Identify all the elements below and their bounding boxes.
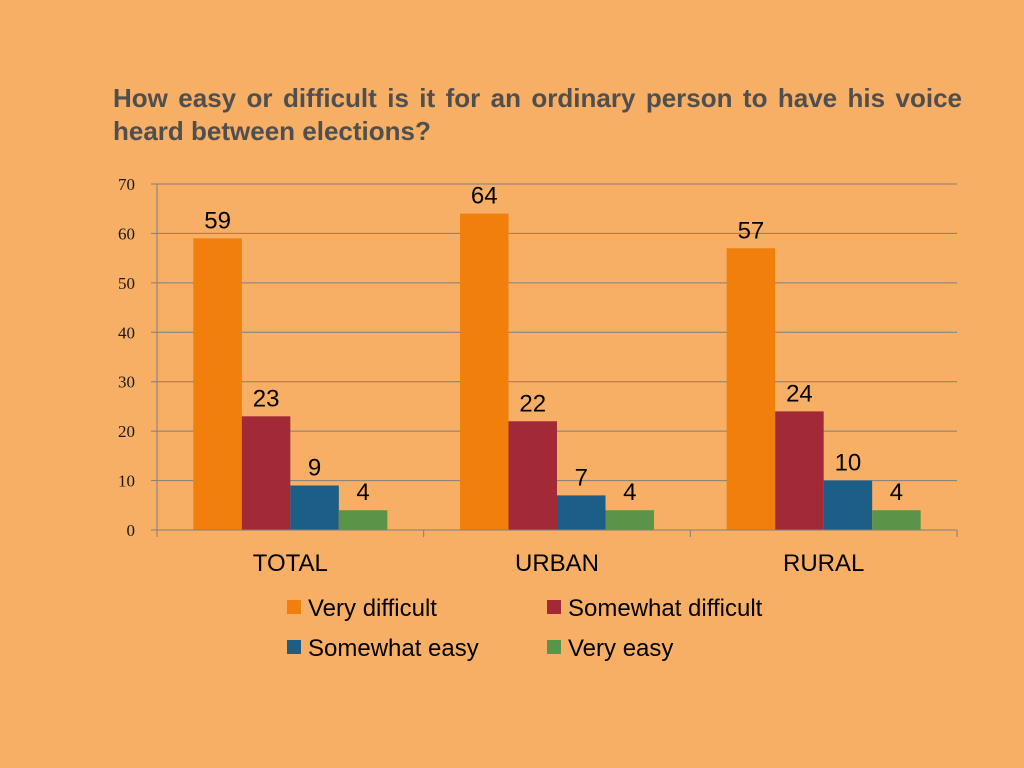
bar xyxy=(557,495,606,530)
bar xyxy=(193,238,242,530)
legend-swatch xyxy=(547,640,561,654)
data-label: 4 xyxy=(623,479,636,506)
bars xyxy=(193,213,921,530)
bar xyxy=(508,421,557,530)
legend-swatch xyxy=(547,600,561,614)
y-tick-label: 70 xyxy=(118,175,135,194)
data-label: 64 xyxy=(471,183,498,210)
legend-swatch xyxy=(287,600,301,614)
data-label: 57 xyxy=(738,217,765,244)
data-label: 4 xyxy=(356,479,369,506)
legend-label: Somewhat difficult xyxy=(568,595,763,622)
data-label: 24 xyxy=(786,380,813,407)
gridlines xyxy=(157,183,957,482)
legend: Very difficult Somewhat difficult Somewhat… xyxy=(287,595,763,662)
legend-label: Somewhat easy xyxy=(308,635,479,662)
data-label: 4 xyxy=(890,479,903,506)
category-label: URBAN xyxy=(515,550,599,577)
bar xyxy=(823,480,873,530)
y-tick-label: 60 xyxy=(118,224,135,243)
category-label: TOTAL xyxy=(253,550,328,577)
y-tick-label: 20 xyxy=(118,422,135,441)
bar xyxy=(290,485,339,530)
legend-label: Very easy xyxy=(568,635,673,662)
bar xyxy=(241,416,291,530)
y-tick-label: 50 xyxy=(118,274,135,293)
axes: 0 10 20 30 40 50 60 70 TOTAL URBAN RURAL xyxy=(118,175,958,577)
y-tick-label: 40 xyxy=(118,323,135,342)
bar xyxy=(605,510,654,530)
legend-swatch xyxy=(287,640,301,654)
y-tick-label: 30 xyxy=(118,373,135,392)
data-label: 7 xyxy=(575,464,588,491)
data-label: 9 xyxy=(308,455,321,482)
y-tick-label: 10 xyxy=(118,472,135,491)
data-labels: 59 23 9 4 64 22 7 4 57 24 10 4 xyxy=(204,183,903,507)
chart-title: How easy or difficult is it for an ordin… xyxy=(113,83,962,146)
category-label: RURAL xyxy=(783,550,864,577)
data-label: 23 xyxy=(253,385,280,412)
bar xyxy=(460,213,509,530)
bar xyxy=(775,411,824,530)
bar xyxy=(726,248,776,530)
bar xyxy=(872,510,921,530)
data-label: 10 xyxy=(835,450,862,477)
bar xyxy=(338,510,388,530)
data-label: 59 xyxy=(204,207,231,234)
legend-label: Very difficult xyxy=(308,595,437,622)
data-label: 22 xyxy=(519,390,546,417)
y-tick-label: 0 xyxy=(127,521,136,540)
